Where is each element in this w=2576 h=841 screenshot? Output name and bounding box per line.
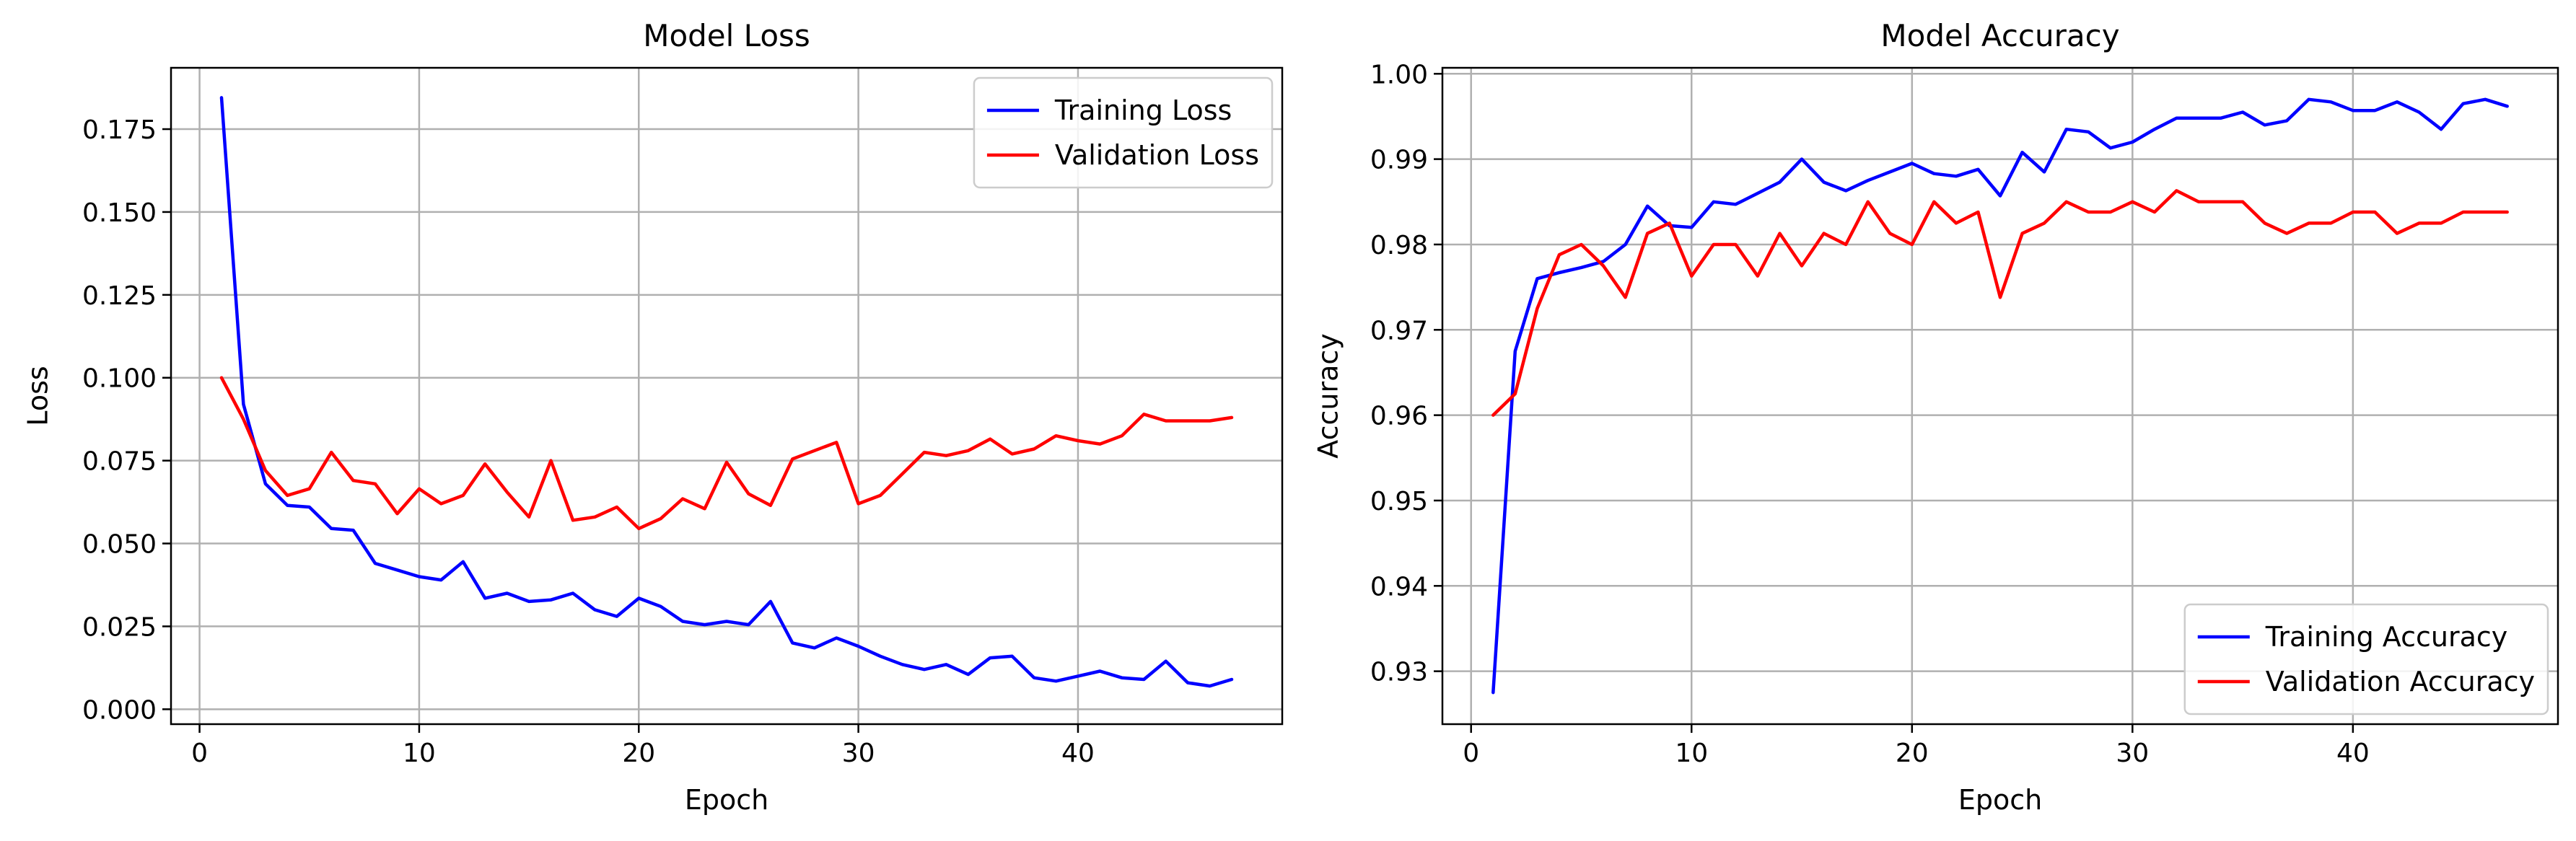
loss-ytick-label-0.100: 0.100 <box>82 364 157 394</box>
loss-ytick-label-0.025: 0.025 <box>82 612 157 642</box>
series-line-training-loss <box>219 96 1234 688</box>
accuracy-chart-title: Model Accuracy <box>1880 18 2119 53</box>
loss-ytick-label-0.125: 0.125 <box>82 281 157 311</box>
loss-ytick-label-0.175: 0.175 <box>82 115 157 145</box>
accuracy-series-layer <box>1491 97 2509 695</box>
accuracy-legend: Training Accuracy Validation Accuracy <box>2183 603 2549 715</box>
loss-ytick-label-0.150: 0.150 <box>82 198 157 228</box>
accuracy-chart-panel: 0 10 20 30 40 0.93 0.94 0.95 0.96 0.97 0.98 0.99 1.… <box>1313 18 2559 816</box>
series-line-training-accuracy <box>1491 97 2509 695</box>
loss-x-ticks: 0 10 20 30 40 <box>191 724 1095 768</box>
legend-label-validation-accuracy: Validation Accuracy <box>2266 666 2535 697</box>
loss-ytick-label-0.050: 0.050 <box>82 530 157 560</box>
accuracy-x-ticks: 0 10 20 30 40 <box>1463 724 2370 768</box>
accuracy-ytick-label-1.00: 1.00 <box>1370 60 1428 89</box>
series-line-validation-loss <box>219 376 1234 531</box>
loss-ytick-label-0.075: 0.075 <box>82 447 157 477</box>
accuracy-ytick-label-0.93: 0.93 <box>1370 658 1428 687</box>
loss-series-layer <box>219 96 1234 688</box>
legend-label-training-accuracy: Training Accuracy <box>2265 621 2508 653</box>
accuracy-ytick-label-0.97: 0.97 <box>1370 316 1428 345</box>
accuracy-ytick-label-0.95: 0.95 <box>1370 487 1428 516</box>
accuracy-xtick-label-30: 30 <box>2116 739 2149 768</box>
legend-label-training-loss: Training Loss <box>1054 94 1232 126</box>
loss-xtick-label-30: 30 <box>842 739 875 768</box>
accuracy-xtick-label-40: 40 <box>2336 739 2370 768</box>
loss-chart-panel: 0 10 20 30 40 0.000 0.025 0.050 0.075 0.100 0.125… <box>22 18 1284 816</box>
loss-xtick-label-20: 20 <box>622 739 655 768</box>
accuracy-legend-box <box>2183 603 2549 715</box>
loss-xtick-label-40: 40 <box>1061 739 1095 768</box>
loss-legend: Training Loss Validation Loss <box>973 76 1274 189</box>
loss-chart-title: Model Loss <box>643 18 810 53</box>
loss-xtick-label-0: 0 <box>191 739 208 768</box>
accuracy-gridlines <box>1442 68 2558 724</box>
accuracy-x-axis-label: Epoch <box>1958 784 2042 816</box>
legend-label-validation-loss: Validation Loss <box>1055 139 1259 171</box>
loss-ytick-label-0.000: 0.000 <box>82 695 157 725</box>
loss-plot-frame <box>170 66 1284 726</box>
accuracy-y-axis-label: Accuracy <box>1313 333 1344 459</box>
accuracy-xtick-label-10: 10 <box>1675 739 1708 768</box>
loss-y-ticks: 0.000 0.025 0.050 0.075 0.100 0.125 0.150 0.175 <box>82 115 171 725</box>
accuracy-xtick-label-20: 20 <box>1896 739 1929 768</box>
loss-x-axis-label: Epoch <box>685 784 768 816</box>
accuracy-ytick-label-0.96: 0.96 <box>1370 402 1428 431</box>
accuracy-plot-frame <box>1441 66 2559 726</box>
accuracy-ytick-label-0.94: 0.94 <box>1370 572 1428 602</box>
accuracy-xtick-label-0: 0 <box>1463 739 1479 768</box>
loss-legend-box <box>973 76 1274 189</box>
loss-y-axis-label: Loss <box>22 366 54 426</box>
loss-xtick-label-10: 10 <box>403 739 436 768</box>
accuracy-y-ticks: 0.93 0.94 0.95 0.96 0.97 0.98 0.99 1.00 <box>1370 60 1442 687</box>
accuracy-ytick-label-0.99: 0.99 <box>1370 146 1428 175</box>
series-line-validation-accuracy <box>1491 189 2509 417</box>
accuracy-ytick-label-0.98: 0.98 <box>1370 231 1428 260</box>
